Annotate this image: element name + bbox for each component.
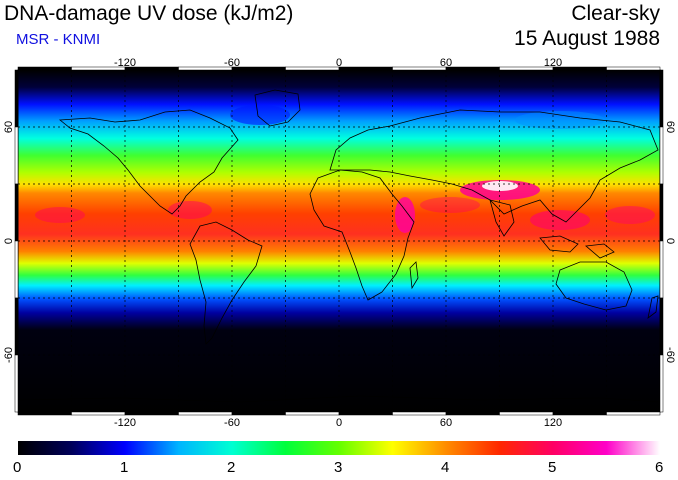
edge-segment	[14, 183, 19, 242]
edge-segment	[14, 240, 19, 299]
edge-segment	[285, 66, 340, 71]
lat-tick-label: 60	[3, 121, 15, 133]
edge-segment	[17, 66, 72, 71]
colorbar-tick-label: 5	[548, 459, 557, 476]
lon-tick-label: 0	[336, 57, 342, 69]
edge-segment	[606, 411, 661, 416]
edge-segment	[445, 411, 500, 416]
edge-segment	[14, 297, 19, 356]
lat-ticks-left: 60 0 -60	[3, 121, 15, 363]
edge-segment	[178, 411, 233, 416]
lon-tick-label: 60	[440, 57, 452, 69]
colorbar	[18, 441, 660, 455]
edge-segment	[338, 66, 393, 71]
sky-condition: Clear-sky	[571, 2, 660, 25]
edge-segment	[285, 411, 340, 416]
edge-segment	[606, 66, 661, 71]
lon-ticks-bottom: -120 -60 0 60 120	[114, 417, 562, 429]
lat-tick-label: 60	[664, 121, 676, 133]
colorbar-tick-label: 1	[120, 459, 129, 476]
lon-tick-label: 0	[336, 417, 342, 429]
colorbar-tick-label: 0	[13, 459, 22, 476]
lat-ticks-right: 60 0 -60	[664, 121, 676, 363]
edge-segment	[659, 240, 664, 299]
edge-segment	[659, 354, 664, 413]
edge-segment	[659, 183, 664, 242]
coastlines	[18, 89, 660, 403]
lat-tick-label: -60	[3, 347, 15, 363]
map-edge-scale	[14, 66, 664, 416]
edge-segment	[392, 411, 447, 416]
lon-tick-label: -120	[114, 57, 136, 69]
lat-tick-label: 0	[664, 238, 676, 244]
map-title: DNA-damage UV dose (kJ/m2)	[4, 2, 294, 25]
edge-segment	[392, 66, 447, 71]
edge-segment	[14, 126, 19, 185]
edge-segment	[659, 297, 664, 356]
edge-segment	[499, 411, 554, 416]
lon-tick-label: -120	[114, 417, 136, 429]
colorbar-tick-label: 4	[441, 459, 450, 476]
colorbar-tick-label: 2	[227, 459, 236, 476]
graticule	[18, 70, 660, 412]
edge-segment	[14, 69, 19, 128]
lon-tick-label: 120	[544, 417, 562, 429]
lon-tick-label: -60	[224, 417, 240, 429]
lat-tick-label: 0	[3, 238, 15, 244]
edge-segment	[445, 66, 500, 71]
edge-segment	[124, 411, 179, 416]
lon-tick-label: -60	[224, 57, 240, 69]
colorbar-tick-label: 3	[334, 459, 343, 476]
edge-segment	[231, 411, 286, 416]
edge-segment	[659, 126, 664, 185]
map-source: MSR - KNMI	[16, 31, 101, 48]
lon-tick-label: 120	[544, 57, 562, 69]
edge-segment	[231, 66, 286, 71]
edge-segment	[14, 354, 19, 413]
edge-segment	[17, 411, 72, 416]
lon-ticks-top: -120 -60 0 60 120	[114, 57, 562, 69]
edge-segment	[338, 411, 393, 416]
edge-segment	[71, 411, 126, 416]
colorbar-tick-label: 6	[655, 459, 664, 476]
edge-segment	[659, 69, 664, 128]
lon-tick-label: 60	[440, 417, 452, 429]
map-date: 15 August 1988	[514, 27, 660, 50]
lat-tick-label: -60	[664, 347, 676, 363]
edge-segment	[552, 411, 607, 416]
